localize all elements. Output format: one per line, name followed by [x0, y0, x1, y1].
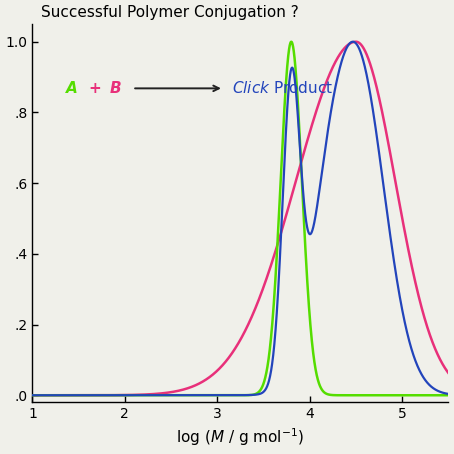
Text: A: A [66, 81, 78, 96]
Text: +: + [89, 81, 101, 96]
Text: B: B [109, 81, 121, 96]
X-axis label: log ($\mathit{M}$ / g mol$^{-1}$): log ($\mathit{M}$ / g mol$^{-1}$) [177, 427, 304, 449]
Text: $\it{Click}$ Product: $\it{Click}$ Product [232, 80, 333, 96]
Text: Successful Polymer Conjugation ?: Successful Polymer Conjugation ? [41, 5, 298, 20]
